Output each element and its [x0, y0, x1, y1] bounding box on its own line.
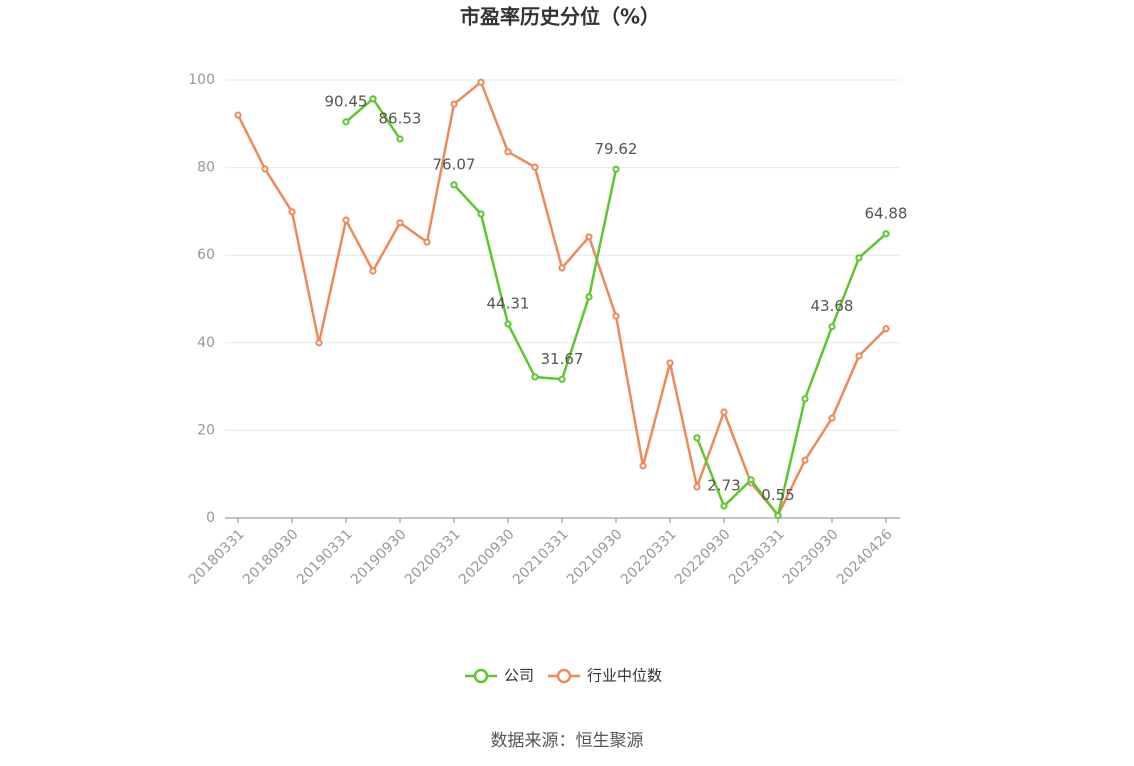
data-point: [828, 323, 836, 331]
y-tick-label: 0: [206, 510, 215, 526]
chart-title: 市盈率历史分位（%）: [460, 5, 660, 29]
x-tick-label: 20210331: [510, 526, 572, 588]
x-tick-label: 20200930: [456, 526, 518, 588]
data-point: [504, 320, 512, 328]
data-point: [666, 359, 674, 367]
data-label: 0.55: [761, 486, 794, 504]
data-point: [477, 210, 485, 218]
data-point: [855, 352, 863, 360]
data-label: 86.53: [379, 109, 422, 127]
data-point: [747, 476, 755, 484]
y-tick-label: 20: [197, 422, 215, 438]
y-tick-label: 60: [197, 247, 215, 263]
data-point: [720, 502, 728, 510]
data-point: [828, 414, 836, 422]
legend-label: 行业中位数: [587, 667, 662, 685]
data-label: 90.45: [325, 92, 368, 110]
data-point: [477, 78, 485, 86]
data-point: [504, 148, 512, 156]
data-point: [342, 118, 350, 126]
data-point: [558, 264, 566, 272]
data-point: [261, 165, 269, 173]
data-point: [585, 293, 593, 301]
legend-item[interactable]: 行业中位数: [548, 667, 662, 685]
data-point: [612, 165, 620, 173]
data-point: [423, 238, 431, 246]
data-point: [288, 208, 296, 216]
x-tick-label: 20200331: [402, 526, 464, 588]
x-tick-label: 20190331: [294, 526, 356, 588]
x-tick-label: 20230930: [780, 526, 842, 588]
data-point: [882, 230, 890, 238]
legend-item[interactable]: 公司: [465, 667, 534, 685]
x-tick-label: 20230331: [726, 526, 788, 588]
data-point: [801, 456, 809, 464]
x-tick-label: 20220930: [672, 526, 734, 588]
data-point: [396, 135, 404, 143]
data-point: [450, 181, 458, 189]
x-tick-label: 20180331: [186, 526, 248, 588]
data-label: 2.73: [707, 477, 740, 495]
data-point: [342, 216, 350, 224]
data-point: [315, 339, 323, 347]
y-tick-label: 100: [188, 72, 215, 88]
data-point: [801, 395, 809, 403]
data-point: [369, 267, 377, 275]
y-tick-label: 40: [197, 335, 215, 351]
data-point: [396, 219, 404, 227]
data-point: [693, 483, 701, 491]
data-label: 31.67: [541, 350, 584, 368]
x-tick-label: 20220331: [618, 526, 680, 588]
data-point: [774, 511, 782, 520]
data-point: [612, 312, 620, 320]
data-label: 43.68: [811, 297, 854, 315]
data-point: [720, 408, 728, 416]
data-point: [450, 100, 458, 108]
data-point: [531, 373, 539, 381]
series-line: [345, 97, 887, 517]
x-tick-label: 20210930: [564, 526, 626, 588]
data-point: [558, 375, 566, 383]
data-label: 64.88: [865, 204, 908, 222]
data-point: [882, 325, 890, 333]
x-tick-label: 20240426: [834, 526, 896, 588]
data-point: [639, 462, 647, 470]
data-point: [855, 254, 863, 262]
legend-label: 公司: [504, 667, 534, 685]
data-point: [585, 233, 593, 241]
legend-marker: [473, 668, 489, 684]
x-tick-label: 20180930: [240, 526, 302, 588]
series-line: [236, 80, 887, 517]
data-point: [693, 434, 701, 442]
data-label: 44.31: [487, 294, 530, 312]
y-tick-label: 80: [197, 160, 215, 176]
legend-marker: [556, 668, 572, 684]
x-tick-label: 20190930: [348, 526, 410, 588]
data-point: [369, 95, 377, 103]
data-point: [234, 111, 242, 119]
data-label: 76.07: [433, 155, 476, 173]
source: 数据来源：恒生聚源: [491, 731, 644, 751]
data-point: [531, 163, 539, 171]
data-label: 79.62: [595, 140, 638, 158]
